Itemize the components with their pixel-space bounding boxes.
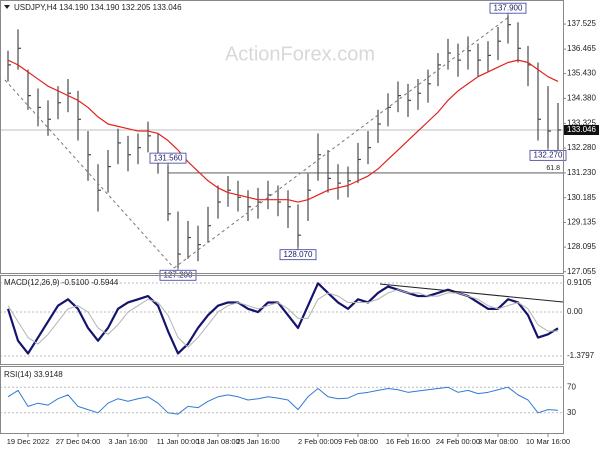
x-tick-label: 11 Jan 00:00	[157, 437, 200, 446]
trend-line	[173, 15, 511, 269]
y-tick-label: 130.185	[567, 193, 596, 202]
x-tick-label: 24 Feb 00:00	[436, 437, 480, 446]
annotation-box	[489, 2, 527, 14]
price-frame	[0, 0, 564, 274]
macd-trend-line	[379, 283, 564, 303]
macd-frame	[0, 275, 564, 365]
y-tick-label: 132.280	[567, 143, 596, 152]
annotation-box	[279, 249, 317, 261]
x-tick-label: 3 Jan 16:00	[108, 437, 147, 446]
fib-label: 61.8	[546, 165, 560, 172]
y-tick-label: 129.135	[567, 218, 596, 227]
series-line	[7, 289, 559, 348]
title-arrow	[4, 5, 10, 9]
y-tick-label: 0.00	[567, 307, 583, 316]
y-tick-label: 134.380	[567, 94, 596, 103]
x-tick-label: 10 Mar 16:00	[526, 437, 570, 446]
y-tick-label: 70	[567, 382, 576, 391]
annotation-box	[149, 152, 187, 164]
annotation-label: 127.200	[164, 270, 193, 279]
x-tick-label: 25 Jan 16:00	[236, 437, 279, 446]
x-tick-label: 19 Dec 2022	[7, 437, 50, 446]
last-price-label: 133.046	[567, 125, 596, 134]
indicator-title: RSI(14) 33.9148	[4, 370, 63, 379]
series-line	[7, 386, 559, 415]
x-tick-label: 9 Feb 08:00	[338, 437, 378, 446]
annotation-label: 131.560	[154, 153, 183, 162]
x-tick-label: 27 Dec 04:00	[56, 437, 101, 446]
annotation-label: 132.270	[534, 150, 563, 159]
last-price-tag	[564, 124, 599, 135]
annotation-box	[529, 149, 567, 161]
y-tick-label: 128.095	[567, 242, 596, 251]
y-tick-label: 136.465	[567, 44, 596, 53]
y-tick-label: 131.230	[567, 168, 596, 177]
annotation-label: 137.900	[494, 3, 523, 12]
indicator-title: MACD(12,26,9) -0.5100 -0.5944	[4, 278, 119, 287]
annotation-label: 128.070	[284, 250, 313, 259]
y-tick-label: 133.325	[567, 119, 596, 128]
y-tick-label: 0.9105	[567, 278, 592, 287]
x-tick-label: 3 Mar 08:00	[478, 437, 518, 446]
y-tick-label: 135.430	[567, 69, 596, 78]
x-tick-label: 2 Feb 00:00	[298, 437, 338, 446]
watermark: ActionForex.com	[225, 43, 375, 65]
trend-line	[4, 79, 175, 269]
y-tick-label: 127.055	[567, 267, 596, 276]
y-tick-label: 137.525	[567, 19, 596, 28]
chart-title: USDJPY,H4 134.190 134.190 132.205 133.04…	[14, 3, 182, 12]
x-tick-label: 18 Jan 08:00	[196, 437, 239, 446]
y-tick-label: 30	[567, 408, 576, 417]
series-line	[7, 59, 559, 203]
x-tick-label: 16 Feb 16:00	[386, 437, 430, 446]
y-tick-label: -1.3797	[567, 351, 595, 360]
rsi-frame	[0, 366, 564, 434]
